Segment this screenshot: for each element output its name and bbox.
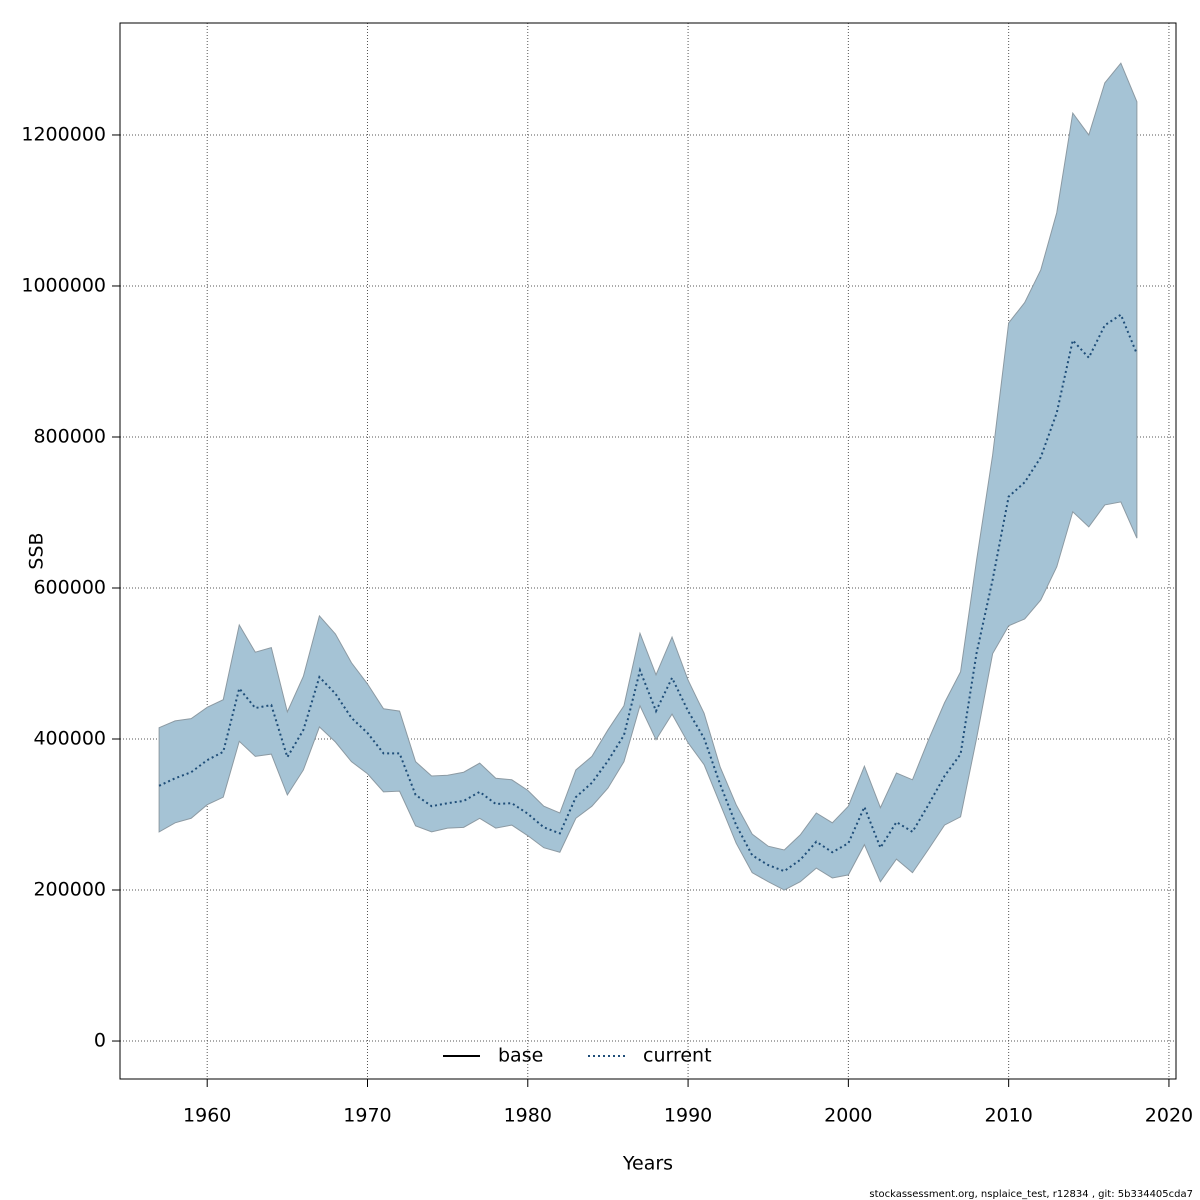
x-tick-label: 1980 bbox=[504, 1105, 552, 1127]
plot-frame bbox=[119, 22, 1177, 1080]
y-tick-label: 1000000 bbox=[21, 274, 106, 296]
y-tick-label: 600000 bbox=[33, 576, 106, 598]
x-axis-label: Years bbox=[622, 1153, 673, 1175]
y-tick-label: 0 bbox=[94, 1030, 106, 1052]
y-tick-label: 800000 bbox=[33, 425, 106, 447]
y-tick-label: 1200000 bbox=[21, 123, 106, 145]
line bbox=[158, 313, 1138, 873]
x-tick-label: 2010 bbox=[984, 1105, 1032, 1127]
y-tick-label: 400000 bbox=[33, 728, 106, 750]
legend-label: current bbox=[643, 1045, 712, 1067]
x-tick-label: 2020 bbox=[1145, 1105, 1193, 1127]
confidence-band bbox=[158, 62, 1138, 891]
x-tick-label: 1990 bbox=[664, 1105, 712, 1127]
legend-label: base bbox=[498, 1045, 543, 1067]
x-tick-label: 1970 bbox=[343, 1105, 391, 1127]
x-tick-label: 2000 bbox=[824, 1105, 872, 1127]
x-tick-label: 1960 bbox=[183, 1105, 231, 1127]
y-axis-label: SSB bbox=[26, 532, 48, 569]
y-tick-label: 200000 bbox=[33, 879, 106, 901]
footnote: stockassessment.org, nsplaice_test, r128… bbox=[869, 1189, 1193, 1200]
